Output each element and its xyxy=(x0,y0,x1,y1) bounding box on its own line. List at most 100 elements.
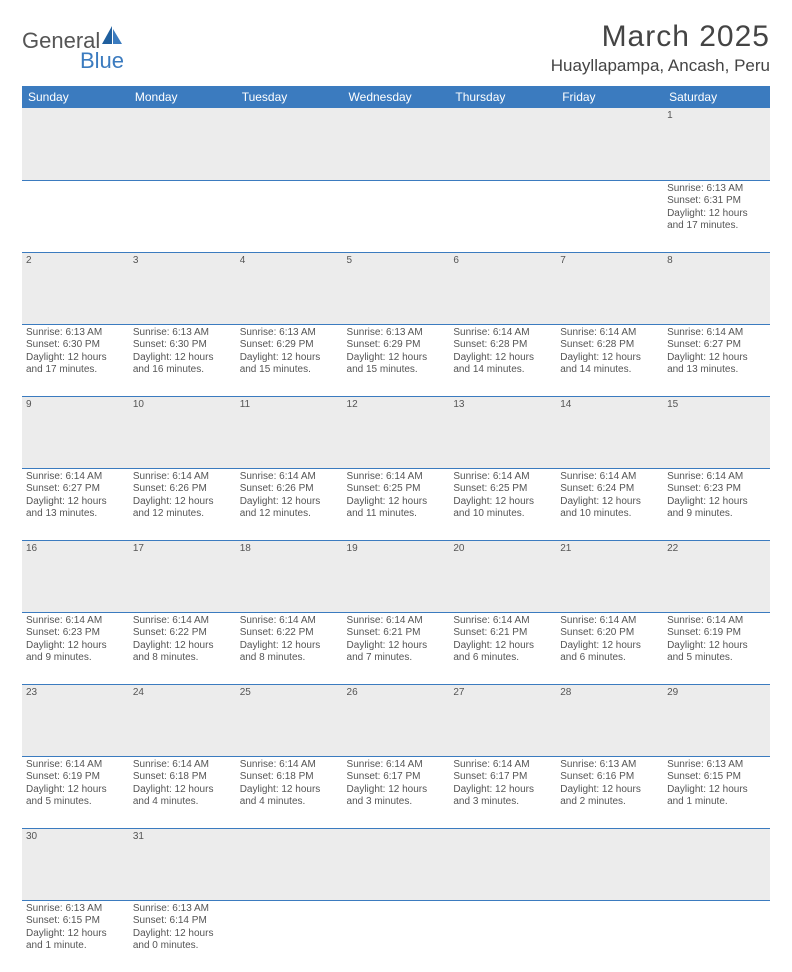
day-cell: Sunrise: 6:14 AMSunset: 6:22 PMDaylight:… xyxy=(236,612,343,684)
daylight-text: and 16 minutes. xyxy=(133,364,232,377)
title-block: March 2025 Huayllapampa, Ancash, Peru xyxy=(551,20,770,76)
daylight-text: and 0 minutes. xyxy=(133,940,232,953)
sunrise-text: Sunrise: 6:13 AM xyxy=(240,327,339,340)
daylight-text: Daylight: 12 hours xyxy=(560,496,659,509)
day-cell: Sunrise: 6:14 AMSunset: 6:28 PMDaylight:… xyxy=(556,324,663,396)
day-content-row: Sunrise: 6:13 AMSunset: 6:31 PMDaylight:… xyxy=(22,180,770,252)
day-number: 3 xyxy=(129,252,236,324)
daylight-text: Daylight: 12 hours xyxy=(26,928,125,941)
daylight-text: and 3 minutes. xyxy=(347,796,446,809)
day-number: 4 xyxy=(236,252,343,324)
sunrise-text: Sunrise: 6:14 AM xyxy=(560,471,659,484)
daylight-text: and 13 minutes. xyxy=(26,508,125,521)
day-content-row: Sunrise: 6:14 AMSunset: 6:19 PMDaylight:… xyxy=(22,756,770,828)
day-cell xyxy=(236,900,343,972)
daylight-text: Daylight: 12 hours xyxy=(26,784,125,797)
weekday-header: Saturday xyxy=(663,86,770,108)
daylight-text: and 14 minutes. xyxy=(453,364,552,377)
sunset-text: Sunset: 6:20 PM xyxy=(560,627,659,640)
day-number: 10 xyxy=(129,396,236,468)
sunrise-text: Sunrise: 6:14 AM xyxy=(240,615,339,628)
day-cell: Sunrise: 6:14 AMSunset: 6:27 PMDaylight:… xyxy=(663,324,770,396)
day-number xyxy=(449,828,556,900)
day-cell: Sunrise: 6:14 AMSunset: 6:24 PMDaylight:… xyxy=(556,468,663,540)
sunset-text: Sunset: 6:19 PM xyxy=(667,627,766,640)
sunrise-text: Sunrise: 6:14 AM xyxy=(560,327,659,340)
daylight-text: and 2 minutes. xyxy=(560,796,659,809)
sunrise-text: Sunrise: 6:14 AM xyxy=(667,615,766,628)
sunrise-text: Sunrise: 6:13 AM xyxy=(347,327,446,340)
daylight-text: Daylight: 12 hours xyxy=(133,784,232,797)
daylight-text: and 8 minutes. xyxy=(133,652,232,665)
day-cell: Sunrise: 6:14 AMSunset: 6:28 PMDaylight:… xyxy=(449,324,556,396)
day-cell: Sunrise: 6:14 AMSunset: 6:19 PMDaylight:… xyxy=(22,756,129,828)
day-cell xyxy=(663,900,770,972)
day-cell: Sunrise: 6:14 AMSunset: 6:25 PMDaylight:… xyxy=(343,468,450,540)
day-cell xyxy=(22,180,129,252)
location-text: Huayllapampa, Ancash, Peru xyxy=(551,56,770,76)
daylight-text: Daylight: 12 hours xyxy=(240,496,339,509)
sunrise-text: Sunrise: 6:13 AM xyxy=(667,183,766,196)
day-cell xyxy=(236,180,343,252)
daylight-text: and 13 minutes. xyxy=(667,364,766,377)
weekday-header: Sunday xyxy=(22,86,129,108)
day-number xyxy=(236,828,343,900)
sunset-text: Sunset: 6:21 PM xyxy=(453,627,552,640)
daynum-row: 2345678 xyxy=(22,252,770,324)
sunrise-text: Sunrise: 6:14 AM xyxy=(453,759,552,772)
sunset-text: Sunset: 6:27 PM xyxy=(667,339,766,352)
sunset-text: Sunset: 6:16 PM xyxy=(560,771,659,784)
daylight-text: and 9 minutes. xyxy=(667,508,766,521)
sunset-text: Sunset: 6:19 PM xyxy=(26,771,125,784)
sunset-text: Sunset: 6:15 PM xyxy=(26,915,125,928)
daylight-text: and 1 minute. xyxy=(667,796,766,809)
day-cell xyxy=(556,180,663,252)
day-number: 15 xyxy=(663,396,770,468)
daylight-text: Daylight: 12 hours xyxy=(453,496,552,509)
day-cell: Sunrise: 6:14 AMSunset: 6:18 PMDaylight:… xyxy=(129,756,236,828)
daylight-text: Daylight: 12 hours xyxy=(240,784,339,797)
daylight-text: Daylight: 12 hours xyxy=(26,496,125,509)
daylight-text: Daylight: 12 hours xyxy=(133,496,232,509)
sunrise-text: Sunrise: 6:14 AM xyxy=(667,327,766,340)
sunrise-text: Sunrise: 6:14 AM xyxy=(133,615,232,628)
day-number: 18 xyxy=(236,540,343,612)
sunset-text: Sunset: 6:27 PM xyxy=(26,483,125,496)
day-cell: Sunrise: 6:14 AMSunset: 6:21 PMDaylight:… xyxy=(449,612,556,684)
day-number xyxy=(449,108,556,180)
daylight-text: Daylight: 12 hours xyxy=(347,640,446,653)
day-cell: Sunrise: 6:14 AMSunset: 6:27 PMDaylight:… xyxy=(22,468,129,540)
day-content-row: Sunrise: 6:13 AM Sunset: 6:30 PM Daylight:… xyxy=(22,324,770,396)
day-number: 17 xyxy=(129,540,236,612)
day-number: 29 xyxy=(663,684,770,756)
day-cell xyxy=(449,900,556,972)
sunrise-text: Sunrise: 6:13 AM xyxy=(133,903,232,916)
sunrise-text: Sunrise: 6:14 AM xyxy=(560,615,659,628)
day-number: 12 xyxy=(343,396,450,468)
day-number: 28 xyxy=(556,684,663,756)
day-number: 1 xyxy=(663,108,770,180)
daylight-text: Daylight: 12 hours xyxy=(560,352,659,365)
sunset-text: Sunset: 6:21 PM xyxy=(347,627,446,640)
sunrise-text: Sunrise: 6:13 AM xyxy=(26,903,125,916)
daylight-text: and 6 minutes. xyxy=(560,652,659,665)
daylight-text: Daylight: 12 hours xyxy=(347,352,446,365)
sunset-text: Sunset: 6:29 PM xyxy=(240,339,339,352)
day-cell: Sunrise: 6:13 AMSunset: 6:30 PMDaylight:… xyxy=(22,324,129,396)
day-number xyxy=(343,828,450,900)
sunrise-text: Sunrise: 6:14 AM xyxy=(26,615,125,628)
sunset-text: Sunset: 6:17 PM xyxy=(347,771,446,784)
day-number: 7 xyxy=(556,252,663,324)
day-number: 11 xyxy=(236,396,343,468)
day-number: 9 xyxy=(22,396,129,468)
day-number: 21 xyxy=(556,540,663,612)
sunrise-text: Sunrise: 6:13 AM xyxy=(26,327,125,340)
sunrise-text: Sunrise: 6:14 AM xyxy=(26,471,125,484)
day-number xyxy=(236,108,343,180)
sunset-text: Sunset: 6:26 PM xyxy=(240,483,339,496)
sunset-text: Sunset: 6:30 PM xyxy=(133,339,232,352)
daynum-row: 23242526272829 xyxy=(22,684,770,756)
sunset-text: Sunset: 6:18 PM xyxy=(240,771,339,784)
daylight-text: Daylight: 12 hours xyxy=(667,784,766,797)
weekday-header: Wednesday xyxy=(343,86,450,108)
